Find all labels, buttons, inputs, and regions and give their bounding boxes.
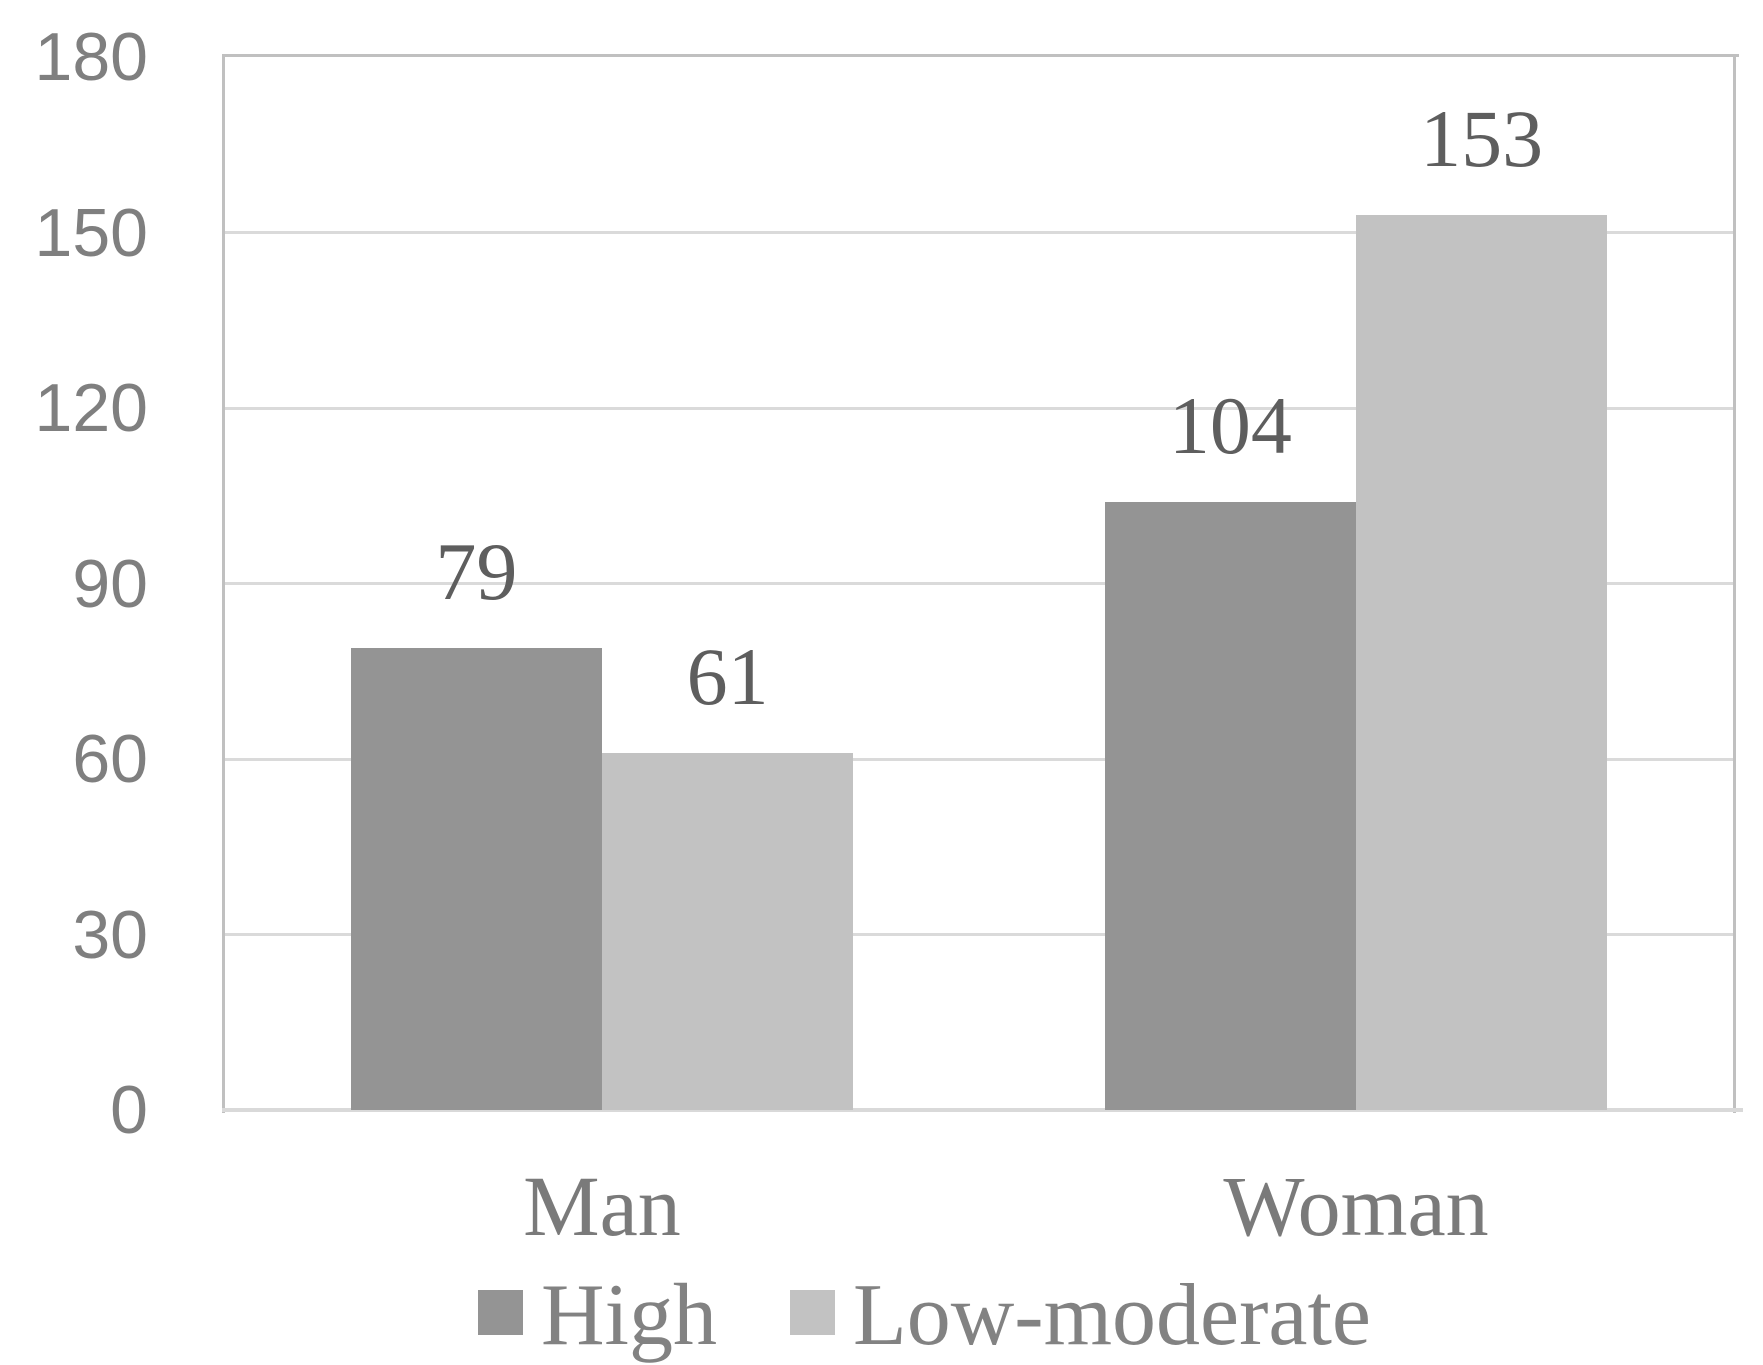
legend-item-high: High [478,1272,717,1360]
legend-label-low-moderate: Low-moderate [853,1267,1371,1364]
category-label-woman: Woman [1223,1158,1489,1254]
legend-label-high: High [541,1267,717,1364]
plot-border-left [222,54,225,1113]
legend-item-low-moderate: Low-moderate [790,1272,1371,1360]
bar-woman-low-moderate [1356,214,1608,1110]
gridline-120 [225,406,1733,410]
legend-swatch-high [478,1290,523,1335]
data-label-man-high: 79 [435,525,518,617]
ytick-label-0: 0 [110,1072,148,1148]
ytick-label-180: 180 [34,19,148,95]
ytick-label-30: 30 [72,896,148,973]
ytick-label-90: 90 [72,545,148,622]
gridline-60 [225,757,1733,761]
x-axis-line [222,1108,1743,1112]
gridline-90 [225,582,1733,585]
data-label-woman-low-moderate: 153 [1420,92,1544,184]
legend-swatch-low-moderate [790,1290,835,1335]
ytick-label-150: 150 [34,194,148,271]
plot-border-top [222,54,1739,57]
bar-woman-high [1104,501,1356,1110]
bar-man-low-moderate [602,753,854,1110]
gridline-150 [225,231,1733,234]
data-label-man-low-moderate: 61 [686,631,769,723]
plot-border-right [1733,54,1736,1113]
ytick-label-60: 60 [72,721,148,797]
data-label-woman-high: 104 [1168,379,1292,471]
ytick-label-120: 120 [34,370,148,446]
gridline-30 [225,933,1733,936]
bar-man-high [350,647,602,1110]
category-label-man: Man [523,1158,681,1254]
